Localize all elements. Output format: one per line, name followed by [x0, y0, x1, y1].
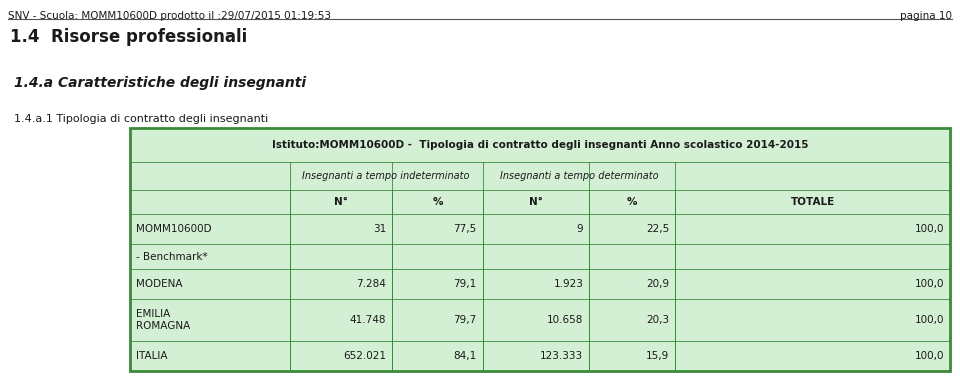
Text: N°: N°: [529, 197, 542, 207]
Text: 123.333: 123.333: [540, 351, 584, 361]
Text: 22,5: 22,5: [646, 224, 669, 234]
Text: pagina 10: pagina 10: [900, 11, 952, 21]
Text: 1.923: 1.923: [553, 279, 584, 289]
Text: %: %: [627, 197, 637, 207]
Text: 1.4  Risorse professionali: 1.4 Risorse professionali: [10, 28, 248, 46]
Text: 7.284: 7.284: [356, 279, 386, 289]
Text: Insegnanti a tempo determinato: Insegnanti a tempo determinato: [499, 171, 659, 181]
Text: N°: N°: [334, 197, 348, 207]
Text: 9: 9: [577, 224, 584, 234]
Text: 20,9: 20,9: [646, 279, 669, 289]
Text: 77,5: 77,5: [453, 224, 476, 234]
Text: - Benchmark*: - Benchmark*: [136, 252, 207, 262]
Text: MODENA: MODENA: [136, 279, 182, 289]
Text: 84,1: 84,1: [453, 351, 476, 361]
Text: ITALIA: ITALIA: [136, 351, 167, 361]
Text: SNV - Scuola: MOMM10600D prodotto il :29/07/2015 01:19:53: SNV - Scuola: MOMM10600D prodotto il :29…: [8, 11, 331, 21]
Text: 31: 31: [373, 224, 386, 234]
Text: EMILIA
ROMAGNA: EMILIA ROMAGNA: [136, 309, 190, 331]
Text: 79,7: 79,7: [453, 315, 476, 325]
Text: Insegnanti a tempo indeterminato: Insegnanti a tempo indeterminato: [302, 171, 470, 181]
Text: 20,3: 20,3: [646, 315, 669, 325]
Text: 100,0: 100,0: [915, 279, 944, 289]
Text: Istituto:MOMM10600D -  Tipologia di contratto degli insegnanti Anno scolastico 2: Istituto:MOMM10600D - Tipologia di contr…: [272, 140, 808, 150]
Text: 100,0: 100,0: [915, 315, 944, 325]
Bar: [130, 128, 950, 371]
Text: 652.021: 652.021: [344, 351, 386, 361]
Text: %: %: [432, 197, 443, 207]
Text: 79,1: 79,1: [453, 279, 476, 289]
Text: 1.4.a Caratteristiche degli insegnanti: 1.4.a Caratteristiche degli insegnanti: [14, 76, 306, 90]
Text: 100,0: 100,0: [915, 224, 944, 234]
Text: MOMM10600D: MOMM10600D: [136, 224, 211, 234]
Text: 1.4.a.1 Tipologia di contratto degli insegnanti: 1.4.a.1 Tipologia di contratto degli ins…: [14, 114, 268, 124]
Text: 15,9: 15,9: [646, 351, 669, 361]
Text: 41.748: 41.748: [349, 315, 386, 325]
Text: 100,0: 100,0: [915, 351, 944, 361]
Text: TOTALE: TOTALE: [790, 197, 835, 207]
Text: 10.658: 10.658: [547, 315, 584, 325]
